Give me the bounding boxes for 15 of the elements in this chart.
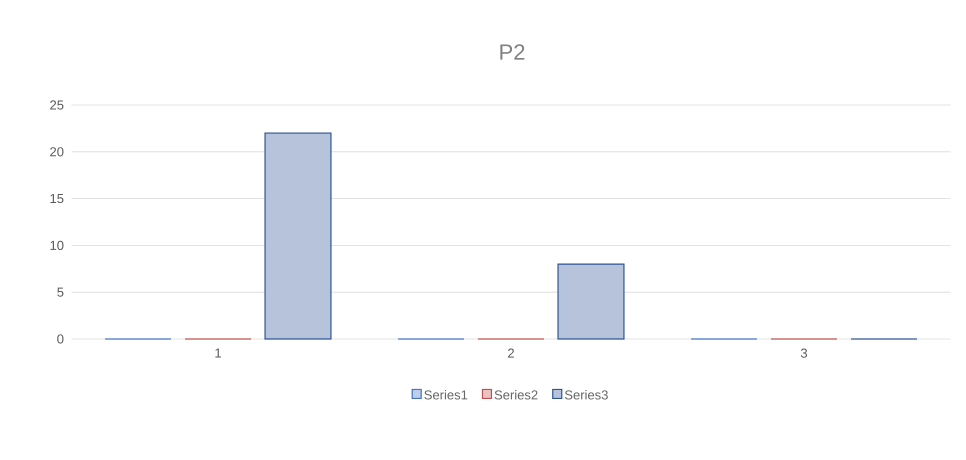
x-tick-label: 3	[800, 348, 808, 358]
y-tick-label: 20	[50, 147, 64, 156]
x-tick-label: 2	[508, 348, 514, 358]
y-tick-label: 25	[50, 100, 64, 110]
chart-title: P2	[500, 44, 524, 60]
bar	[264, 132, 332, 340]
legend-label: Series2	[494, 390, 538, 400]
legend-label: Series3	[564, 390, 608, 400]
y-tick-label: 15	[50, 194, 64, 204]
x-tick-label: 1	[215, 348, 221, 358]
y-tick-label: 0	[57, 334, 64, 344]
y-tick-label: 10	[50, 240, 64, 250]
bar	[557, 264, 625, 340]
legend-label: Series1	[424, 390, 468, 400]
y-tick-label: 5	[57, 288, 64, 297]
